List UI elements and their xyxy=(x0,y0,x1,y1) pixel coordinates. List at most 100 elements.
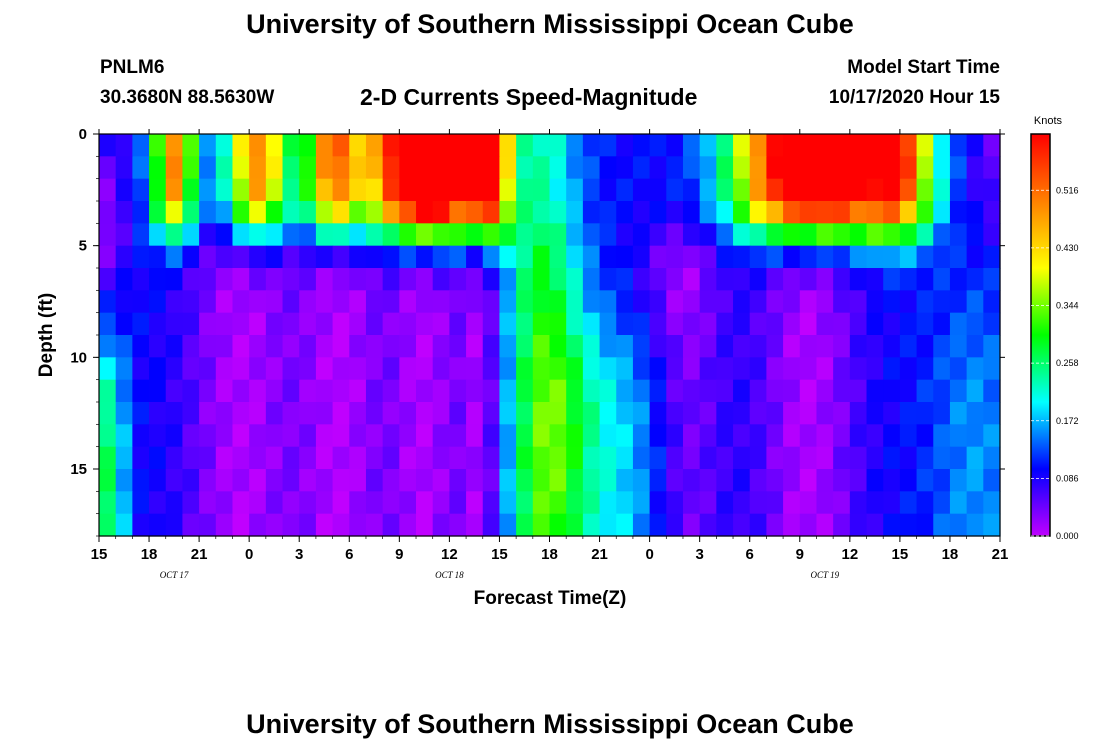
heatmap-cell xyxy=(282,446,300,470)
heatmap-cell xyxy=(983,134,1001,157)
heatmap-cell xyxy=(766,491,784,515)
heatmap-cell xyxy=(349,469,367,492)
heatmap-cell xyxy=(582,491,601,515)
heatmap-cell xyxy=(883,424,901,448)
heatmap-cell xyxy=(249,268,267,291)
heatmap-cell xyxy=(115,290,133,314)
heatmap-cell xyxy=(883,402,901,425)
heatmap-cell xyxy=(532,201,551,224)
heatmap-cell xyxy=(599,357,617,381)
heatmap-cell xyxy=(916,290,934,314)
heatmap-cell xyxy=(349,446,367,470)
heatmap-cell xyxy=(432,469,450,492)
heatmap-cell xyxy=(149,513,167,537)
heatmap-cell xyxy=(766,156,784,180)
heatmap-cell xyxy=(899,245,918,269)
heatmap-cell xyxy=(115,178,133,202)
heatmap-cell xyxy=(132,491,150,515)
heatmap-cell xyxy=(616,469,634,492)
heatmap-cell xyxy=(966,469,984,492)
heatmap-cell xyxy=(699,312,717,336)
x-tick-label: 18 xyxy=(141,546,158,563)
heatmap-cell xyxy=(799,178,818,202)
heatmap-cell xyxy=(265,290,284,314)
heatmap-cell xyxy=(382,424,400,448)
heatmap-cell xyxy=(849,312,868,336)
heatmap-cell xyxy=(733,357,751,381)
heatmap-cell xyxy=(749,491,768,515)
heatmap-cell xyxy=(299,491,317,515)
heatmap-cell xyxy=(783,513,801,537)
heatmap-cell xyxy=(466,469,484,492)
heatmap-cell xyxy=(649,156,667,180)
heatmap-cell xyxy=(232,290,250,314)
heatmap-cell xyxy=(632,469,651,492)
heatmap-cell xyxy=(199,178,217,202)
heatmap-cell xyxy=(416,134,434,157)
heatmap-cell xyxy=(416,156,434,180)
heatmap-cell xyxy=(933,312,951,336)
heatmap-cell xyxy=(916,134,934,157)
heatmap-cell xyxy=(282,290,300,314)
heatmap-cell xyxy=(365,446,384,470)
heatmap-cell xyxy=(816,402,834,425)
heatmap-cell xyxy=(566,357,584,381)
heatmap-cell xyxy=(332,424,350,448)
heatmap-cell xyxy=(365,312,384,336)
heatmap-cell xyxy=(482,469,501,492)
heatmap-cell xyxy=(165,402,184,425)
x-tick-label: 3 xyxy=(295,546,303,563)
heatmap-cell xyxy=(299,424,317,448)
y-axis-title: Depth (ft) xyxy=(36,293,57,377)
heatmap-cell xyxy=(532,223,551,247)
heatmap-cell xyxy=(682,201,701,224)
heatmap-cell xyxy=(966,491,984,515)
heatmap-cell xyxy=(783,134,801,157)
heatmap-cell xyxy=(282,245,300,269)
heatmap-cell xyxy=(232,223,250,247)
heatmap-cell xyxy=(883,201,901,224)
heatmap-cell xyxy=(132,446,150,470)
heatmap-cell xyxy=(232,245,250,269)
heatmap-cell xyxy=(432,491,450,515)
heatmap-cell xyxy=(599,245,617,269)
heatmap-cell xyxy=(916,402,934,425)
heatmap-cell xyxy=(132,134,150,157)
heatmap-cell xyxy=(649,178,667,202)
heatmap-cell xyxy=(949,156,968,180)
heatmap-cell xyxy=(716,156,734,180)
heatmap-cell xyxy=(899,491,918,515)
heatmap-cell xyxy=(382,223,400,247)
heatmap-cell xyxy=(899,134,918,157)
heatmap-cell xyxy=(516,335,534,358)
heatmap-cell xyxy=(132,379,150,403)
heatmap-cell xyxy=(549,357,567,381)
heatmap-cell xyxy=(783,245,801,269)
heatmap-cell xyxy=(783,446,801,470)
heatmap-cell xyxy=(282,201,300,224)
heatmap-cell xyxy=(365,402,384,425)
heatmap-cell xyxy=(549,513,567,537)
heatmap-cell xyxy=(766,402,784,425)
heatmap-cell xyxy=(699,469,717,492)
heatmap-cell xyxy=(399,268,417,291)
heatmap-cell xyxy=(899,424,918,448)
heatmap-cell xyxy=(132,245,150,269)
heatmap-cell xyxy=(449,178,467,202)
heatmap-cell xyxy=(482,335,501,358)
heatmap-cell xyxy=(149,268,167,291)
heatmap-cell xyxy=(866,134,884,157)
heatmap-cell xyxy=(499,513,517,537)
y-tick-label: 0 xyxy=(79,126,87,143)
heatmap-cell xyxy=(482,491,501,515)
heatmap-cell xyxy=(382,513,400,537)
heatmap-cell xyxy=(783,469,801,492)
heatmap-cell xyxy=(783,268,801,291)
heatmap-cell xyxy=(816,312,834,336)
heatmap-cell xyxy=(265,424,284,448)
heatmap-cell xyxy=(399,379,417,403)
heatmap-cell xyxy=(983,424,1001,448)
heatmap-cell xyxy=(666,446,684,470)
heatmap-cell xyxy=(866,201,884,224)
colorbar-label: 0.430 xyxy=(1056,243,1079,253)
